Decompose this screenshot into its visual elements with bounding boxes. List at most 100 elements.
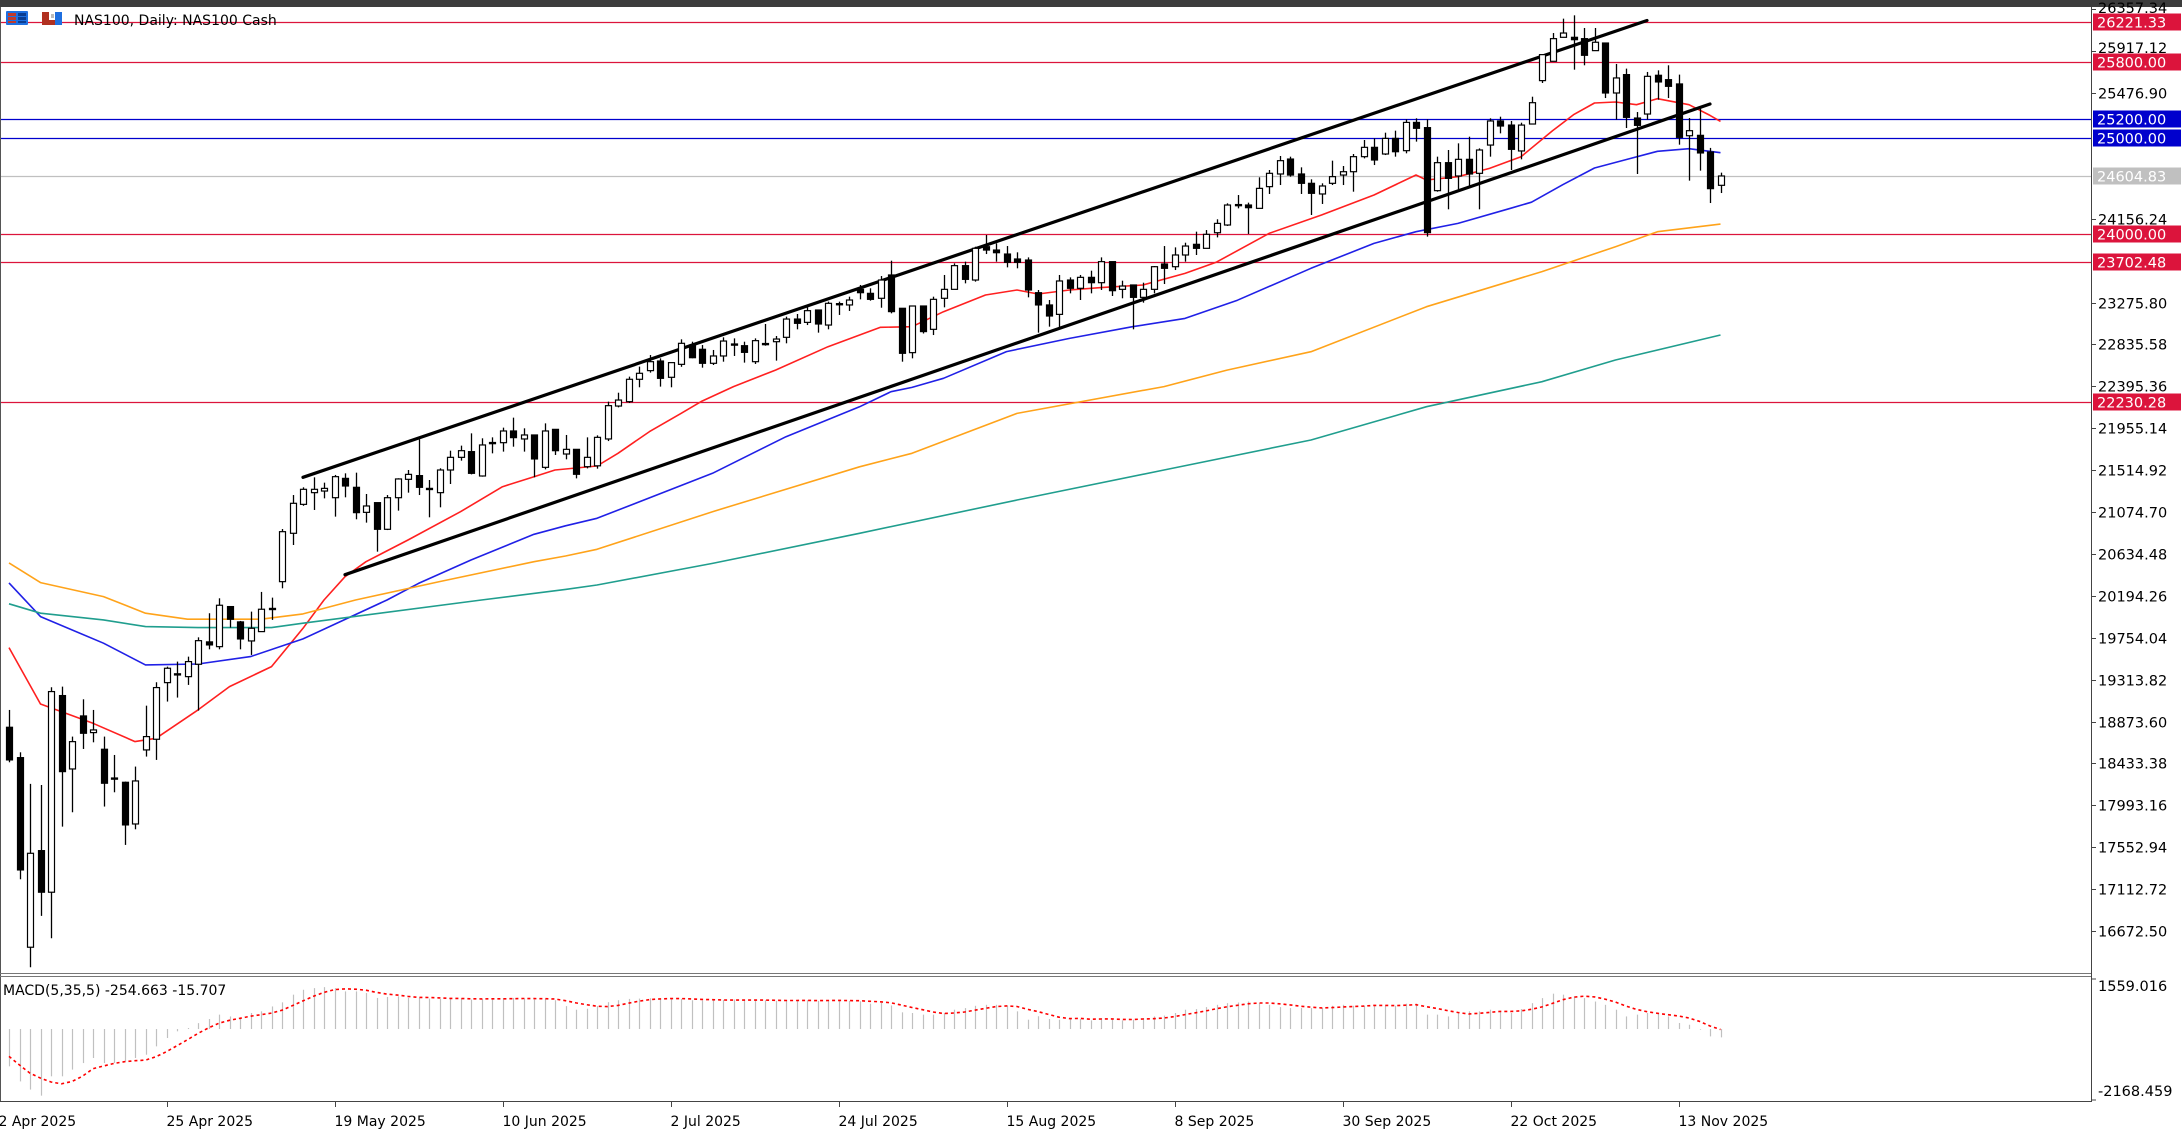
bearish-candle-body [1580, 38, 1589, 56]
candle [1549, 33, 1558, 62]
candle [226, 605, 235, 628]
candle [100, 736, 109, 807]
bullish-candle-body [1475, 149, 1484, 174]
price-axis[interactable]: 1559.016 -2168.459 26357.34 25917.12 25476.9… [2091, 1, 2172, 1101]
bearish-candle-body [961, 265, 970, 280]
price-axis-label: 16672.50 [2098, 925, 2167, 941]
bullish-candle-body [1097, 261, 1106, 284]
candle [866, 288, 875, 301]
candle [1454, 143, 1463, 190]
candle [803, 307, 812, 326]
candle [247, 611, 256, 655]
bullish-candle-body [152, 686, 161, 740]
price-level-tag[interactable] [2093, 110, 2181, 128]
bearish-candle-body [1570, 36, 1579, 41]
bullish-candle-body [1223, 204, 1232, 226]
candle [499, 427, 508, 452]
bearish-candle-body [866, 292, 875, 300]
bullish-candle-body [142, 735, 151, 751]
bullish-candle-body [709, 355, 718, 364]
candle [1444, 150, 1453, 210]
bullish-candle-body [1559, 32, 1568, 38]
price-axis-label: 18873.60 [2098, 716, 2167, 732]
bearish-candle-body [1633, 117, 1642, 126]
candle [814, 309, 823, 333]
bullish-candle-body [194, 640, 203, 665]
time-axis-label: 2 Apr 2025 [0, 1114, 76, 1130]
bullish-candle-body [394, 478, 403, 499]
candle [782, 316, 791, 344]
price-level-tag[interactable] [2093, 53, 2181, 71]
candle [404, 469, 413, 493]
top-border [0, 0, 2182, 7]
candle [940, 274, 949, 308]
bearish-candle-body [1087, 276, 1096, 284]
candle [1328, 160, 1337, 186]
bearish-candle-body [1412, 121, 1421, 129]
time-axis-label: 22 Oct 2025 [1511, 1114, 1598, 1130]
bullish-candle-body [635, 372, 644, 380]
bullish-candle-body [1328, 176, 1337, 184]
price-level-tag[interactable] [2093, 393, 2181, 411]
candle [121, 781, 130, 845]
candle [1265, 169, 1274, 194]
price-level-tag[interactable] [2093, 253, 2181, 271]
candle [163, 666, 172, 702]
price-level-tag[interactable] [2093, 167, 2181, 185]
candle [1192, 231, 1201, 255]
bullish-candle-body [1150, 266, 1159, 290]
candle [1360, 140, 1369, 159]
candle [1465, 136, 1474, 189]
candle [467, 433, 476, 475]
candle [1013, 252, 1022, 269]
candle [845, 296, 854, 311]
bearish-candle-body [1129, 284, 1138, 298]
time-axis[interactable]: 2 Apr 2025 25 Apr 2025 19 May 2025 10 Jun 2… [0, 1101, 1768, 1130]
price-level-tag[interactable] [2093, 129, 2181, 147]
bullish-candle-body [1612, 77, 1621, 94]
price-level-label: 26221.33 [2097, 16, 2166, 32]
price-level-tag[interactable] [2093, 13, 2181, 31]
bullish-candle-body [667, 362, 676, 378]
time-axis-label: 15 Aug 2025 [1007, 1114, 1097, 1130]
bearish-candle-body [5, 726, 14, 761]
bullish-candle-body [362, 505, 371, 513]
bearish-candle-body [1297, 173, 1306, 184]
bullish-candle-body [1255, 187, 1264, 209]
bearish-candle-body [205, 641, 214, 646]
candle [1664, 65, 1673, 99]
candle [1244, 202, 1253, 234]
candle [58, 686, 67, 827]
bullish-candle-body [1538, 54, 1547, 82]
candle [1528, 96, 1537, 125]
price-level-tag[interactable] [2093, 225, 2181, 243]
candle [887, 260, 896, 314]
price-axis-label: 20634.48 [2098, 548, 2167, 564]
bullish-candle-body [173, 673, 182, 676]
candle [436, 468, 445, 508]
candle [1318, 183, 1327, 204]
bullish-candle-body [257, 608, 266, 633]
candle [383, 495, 392, 531]
chart-type-icon[interactable] [42, 12, 62, 25]
time-axis-label: 30 Sep 2025 [1343, 1114, 1432, 1130]
bullish-candle-body [803, 310, 812, 323]
macd-label: MACD(5,35,5) -254.663 -15.707 [3, 983, 226, 999]
bullish-candle-body [457, 450, 466, 458]
candle [1538, 54, 1547, 83]
bearish-candle-body [551, 428, 560, 452]
bullish-candle-body [1213, 222, 1222, 234]
bullish-candle-body [478, 444, 487, 477]
bullish-candle-body [614, 399, 623, 407]
candle [751, 338, 760, 364]
bearish-candle-body [1160, 263, 1169, 269]
bearish-candle-body [467, 451, 476, 474]
channel-trendline[interactable] [343, 102, 1712, 577]
bullish-candle-body [1118, 285, 1127, 290]
bearish-candle-body [1391, 137, 1400, 153]
bullish-candle-body [835, 303, 844, 306]
bearish-candle-body [1622, 74, 1631, 118]
candle [257, 591, 266, 633]
one-click-trading-icon[interactable] [6, 11, 28, 25]
